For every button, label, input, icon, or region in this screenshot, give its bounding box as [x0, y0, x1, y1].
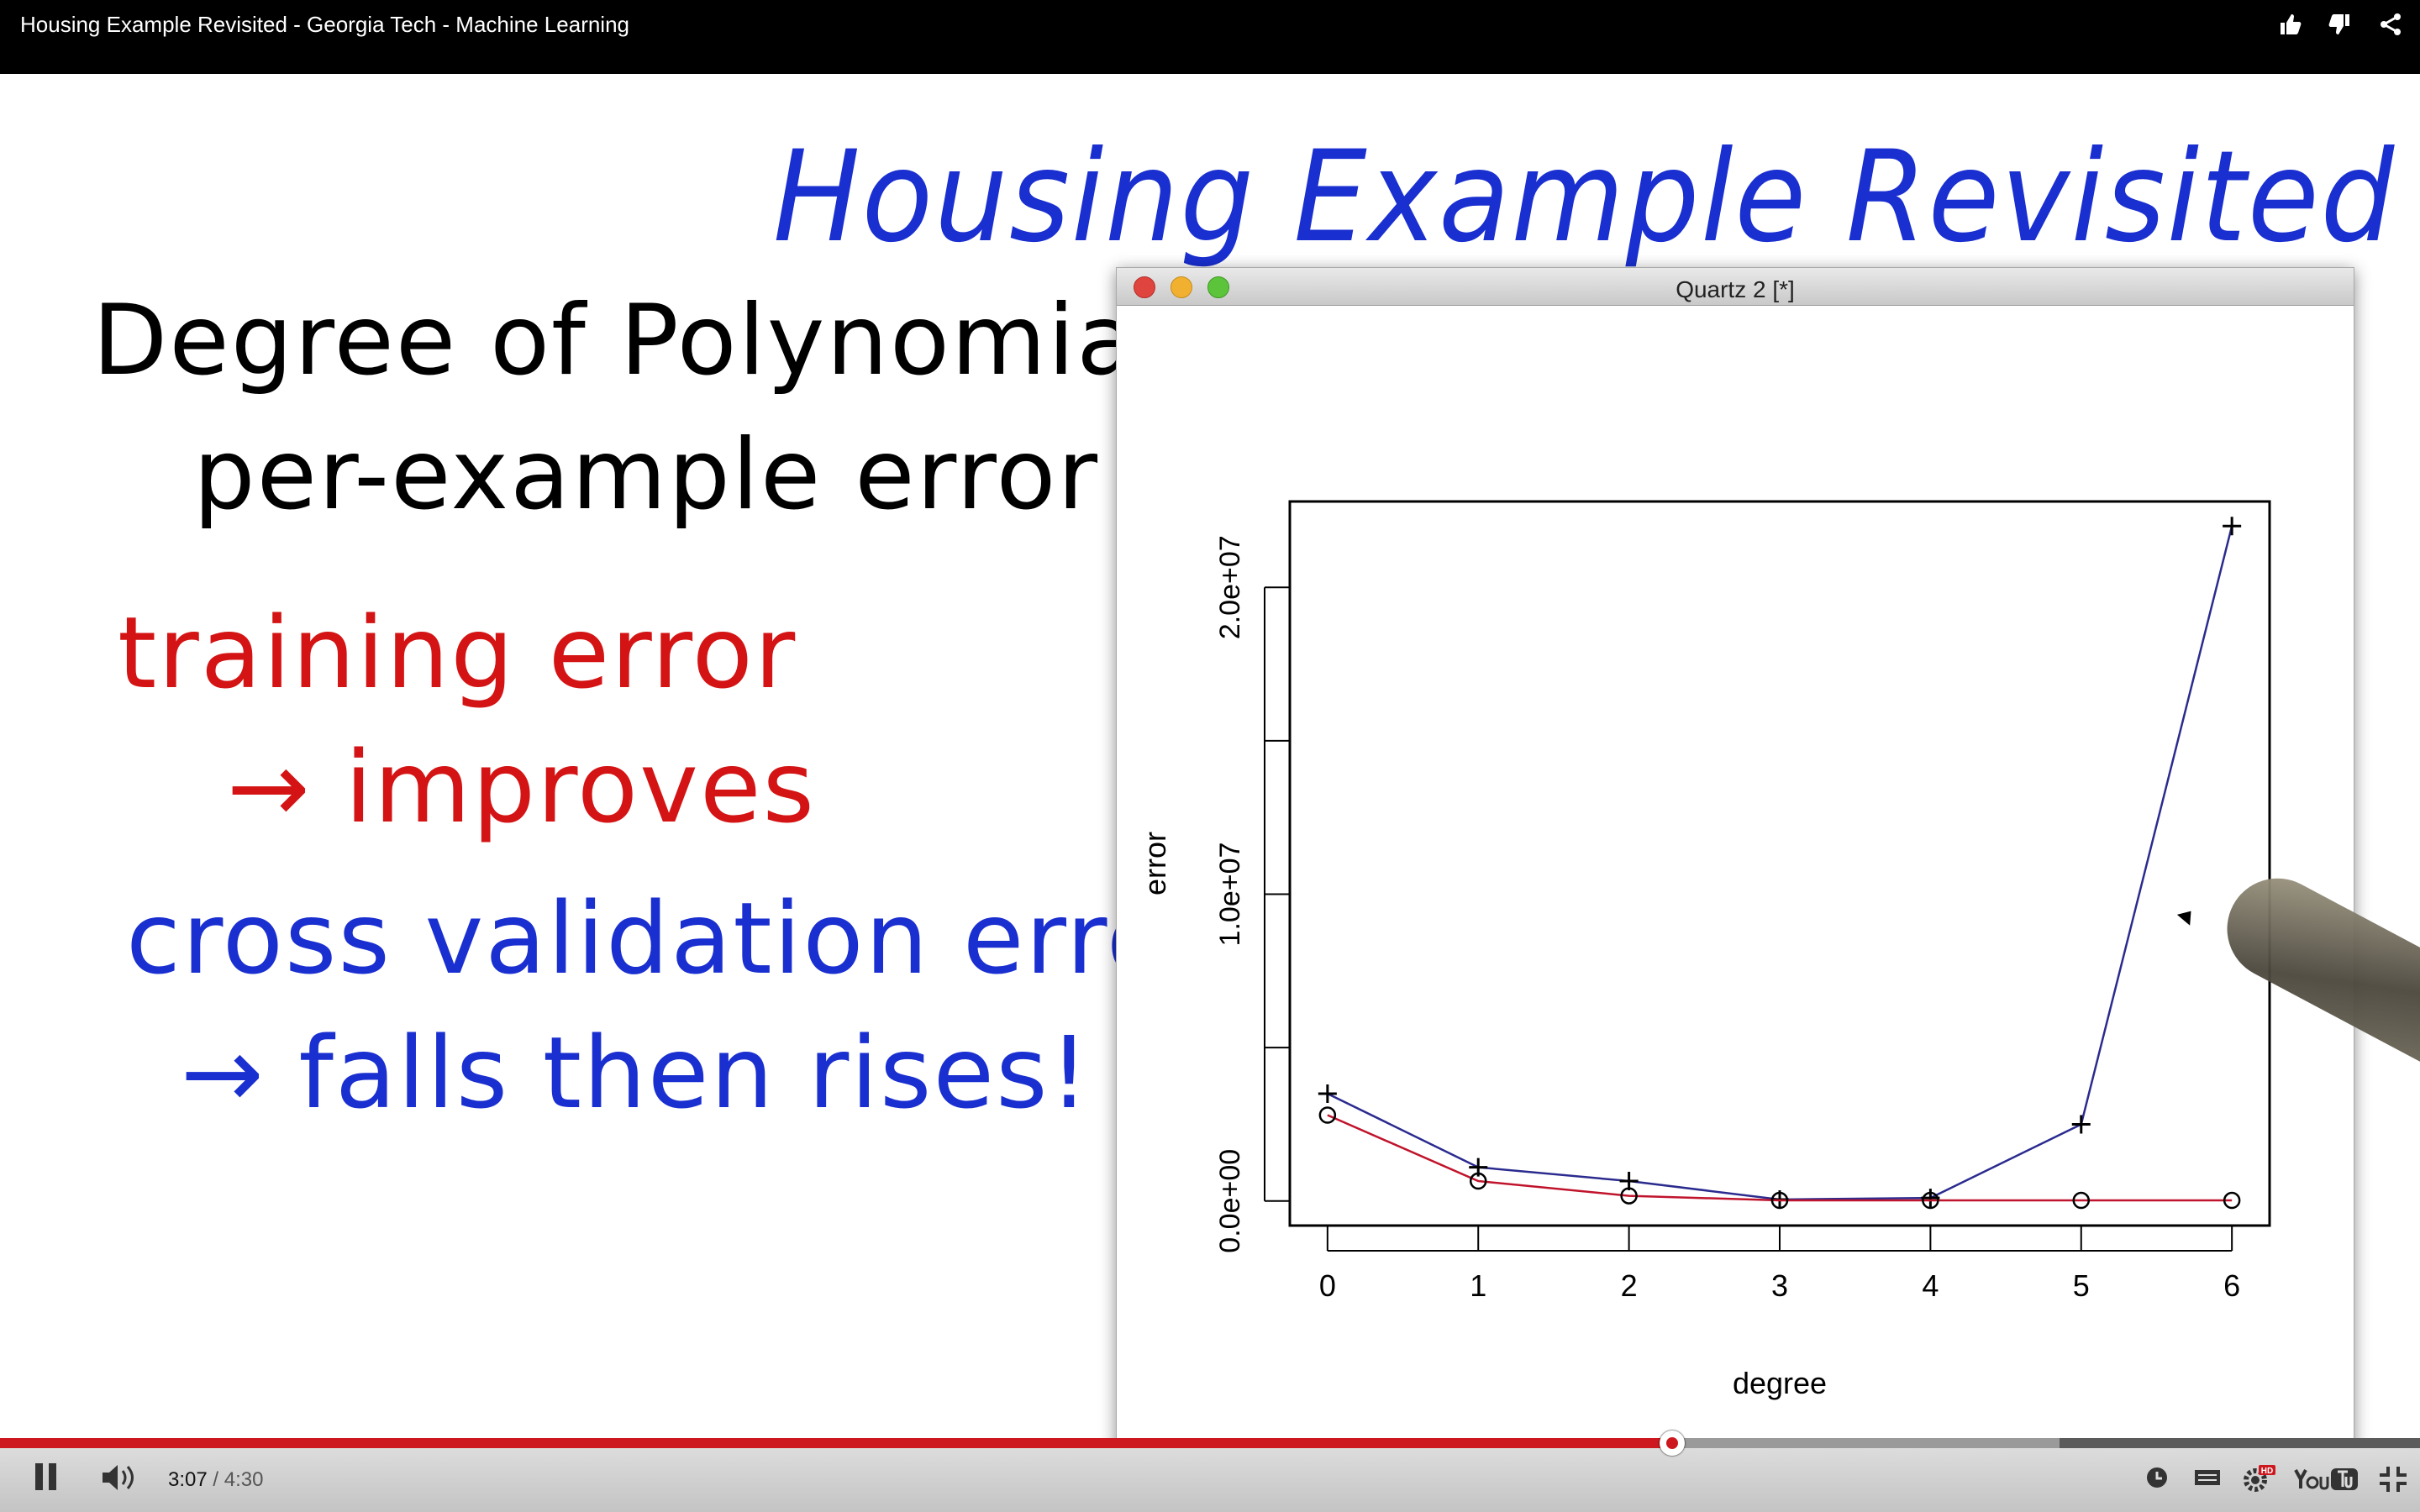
series-1-point-3 — [1770, 1191, 1789, 1210]
series-0-point-5 — [2071, 1115, 2091, 1134]
time-display: 3:07 / 4:30 — [168, 1468, 263, 1492]
series-1-line — [1327, 1114, 2233, 1202]
x-tick-label-3: 3 — [1771, 1268, 1788, 1303]
fullscreen-button[interactable] — [2378, 1465, 2408, 1494]
handwritten-degree: Degree of Polynomial — [92, 284, 1167, 397]
x-tick-label-4: 4 — [1922, 1268, 1939, 1303]
y-tick-label-0: 0.0e+00 — [1214, 1149, 1246, 1253]
youtube-logo — [2294, 1468, 2358, 1490]
minimize-button[interactable] — [1171, 276, 1192, 298]
series-group — [1318, 517, 2242, 1210]
handwritten-title: Housing Example Revisited — [773, 124, 2396, 270]
series-1-point-5 — [2072, 1191, 2091, 1210]
video-frame[interactable]: Housing Example Revisited Degree of Poly… — [0, 74, 2420, 1488]
series-1-point-6 — [2223, 1191, 2241, 1210]
handwritten-falls-rises: → falls then rises! — [181, 1015, 1091, 1131]
time-separator: / — [207, 1468, 224, 1491]
x-tick-label-2: 2 — [1621, 1268, 1638, 1303]
exit-fullscreen-icon — [2380, 1467, 2407, 1492]
handwritten-training-error: training error — [118, 595, 797, 711]
y-tick-label-4: 2.0e+07 — [1214, 535, 1246, 639]
hd-badge: HD — [2261, 1467, 2273, 1476]
share-icon[interactable] — [2378, 12, 2403, 37]
volume-button[interactable] — [101, 1463, 139, 1492]
close-button[interactable] — [1134, 276, 1155, 298]
plot-frame — [1288, 500, 2271, 1227]
duration: 4:30 — [224, 1468, 264, 1491]
y-tick-label-2: 1.0e+07 — [1214, 843, 1246, 947]
youtube-logo-button[interactable] — [2292, 1465, 2360, 1494]
zoom-button[interactable] — [1207, 276, 1229, 298]
watch-later-button[interactable] — [2144, 1465, 2170, 1494]
progress-bar[interactable] — [0, 1431, 2420, 1456]
volume-icon — [103, 1465, 134, 1490]
x-tick-label-1: 1 — [1470, 1268, 1486, 1303]
player-controls-bar: 3:07 / 4:30 HD — [0, 1431, 2420, 1512]
window-title: Quartz 2 [*] — [1676, 276, 1795, 302]
x-axis-label: degree — [1733, 1366, 1827, 1400]
handwritten-per-example: per-example error — [193, 418, 1100, 532]
scrubber-handle[interactable] — [1660, 1431, 1686, 1456]
captions-button[interactable] — [2193, 1465, 2222, 1494]
window-titlebar: Quartz 2 [*] — [1117, 268, 2354, 306]
watch-later-icon — [2147, 1467, 2167, 1488]
x-tick-label-0: 0 — [1319, 1268, 1336, 1303]
current-time: 3:07 — [168, 1468, 208, 1491]
handwritten-improves: → improves — [227, 729, 817, 845]
pause-button[interactable] — [34, 1463, 60, 1492]
series-0-line — [1327, 525, 2233, 1201]
settings-button[interactable]: HD — [2242, 1465, 2275, 1494]
thumbs-down-icon[interactable] — [2328, 12, 2353, 37]
series-0-point-6 — [2223, 517, 2242, 536]
y-axis-label: error — [1138, 832, 1172, 895]
captions-icon — [2195, 1470, 2220, 1485]
series-1-point-2 — [1620, 1187, 1638, 1205]
error-vs-degree-chart: 0.0e+00 1.0e+07 2.0e+07 0 1 2 3 4 5 6 degree err… — [1138, 500, 2271, 1400]
settings-icon: HD — [2244, 1465, 2275, 1492]
video-title[interactable]: Housing Example Revisited - Georgia Tech… — [20, 12, 630, 37]
quartz-plot-window: Quartz 2 [*] 0.0e+00 1.0e+07 2.0e+07 0 1 2 3 4… — [1116, 267, 2354, 1488]
x-tick-label-5: 5 — [2073, 1268, 2090, 1303]
thumbs-up-icon[interactable] — [2277, 12, 2302, 37]
top-actions — [2277, 12, 2403, 37]
x-tick-label-6: 6 — [2223, 1268, 2240, 1303]
progress-played — [0, 1438, 1673, 1448]
series-1-point-0 — [1318, 1106, 1337, 1124]
handwritten-cv-error: cross validation error — [126, 880, 1212, 996]
series-1-point-1 — [1469, 1172, 1487, 1190]
x-axis: 0 1 2 3 4 5 6 — [1319, 1226, 2240, 1303]
series-1-point-4 — [1922, 1191, 1939, 1210]
controls-strip: 3:07 / 4:30 HD — [0, 1448, 2420, 1512]
series-0-point-0 — [1318, 1084, 1337, 1103]
video-top-bar: Housing Example Revisited - Georgia Tech… — [0, 0, 2420, 74]
y-axis: 0.0e+00 1.0e+07 2.0e+07 — [1214, 535, 1290, 1253]
